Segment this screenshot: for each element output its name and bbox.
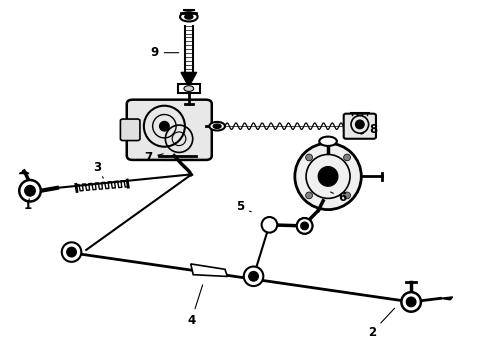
Ellipse shape	[248, 271, 258, 281]
Ellipse shape	[301, 222, 309, 230]
Ellipse shape	[184, 86, 194, 91]
Ellipse shape	[262, 217, 277, 233]
Ellipse shape	[295, 143, 361, 210]
FancyBboxPatch shape	[343, 114, 376, 139]
Ellipse shape	[306, 192, 313, 199]
Ellipse shape	[67, 247, 76, 257]
Text: 2: 2	[368, 308, 394, 339]
Ellipse shape	[209, 122, 225, 131]
FancyBboxPatch shape	[121, 119, 140, 140]
Ellipse shape	[19, 180, 41, 202]
Polygon shape	[441, 297, 453, 300]
Ellipse shape	[355, 120, 364, 129]
Text: 9: 9	[150, 46, 179, 59]
Text: 1: 1	[24, 199, 32, 212]
Ellipse shape	[62, 242, 81, 262]
FancyBboxPatch shape	[178, 84, 199, 93]
Ellipse shape	[297, 218, 313, 234]
Ellipse shape	[24, 185, 35, 196]
FancyBboxPatch shape	[127, 100, 212, 160]
Ellipse shape	[319, 136, 337, 146]
Text: 5: 5	[236, 201, 251, 213]
Text: 6: 6	[331, 192, 347, 204]
Polygon shape	[19, 171, 29, 174]
Ellipse shape	[406, 297, 416, 307]
Text: 4: 4	[187, 285, 203, 327]
Polygon shape	[191, 264, 227, 276]
Ellipse shape	[306, 154, 313, 161]
Ellipse shape	[343, 192, 350, 199]
Ellipse shape	[159, 121, 169, 131]
Ellipse shape	[213, 124, 221, 129]
Ellipse shape	[185, 15, 193, 19]
Ellipse shape	[297, 218, 313, 234]
Polygon shape	[181, 72, 196, 83]
Ellipse shape	[401, 292, 421, 312]
Ellipse shape	[318, 167, 338, 186]
Text: 7: 7	[144, 151, 163, 164]
Text: 3: 3	[94, 161, 103, 178]
Ellipse shape	[244, 266, 263, 286]
Text: 8: 8	[361, 123, 377, 136]
Ellipse shape	[343, 154, 350, 161]
